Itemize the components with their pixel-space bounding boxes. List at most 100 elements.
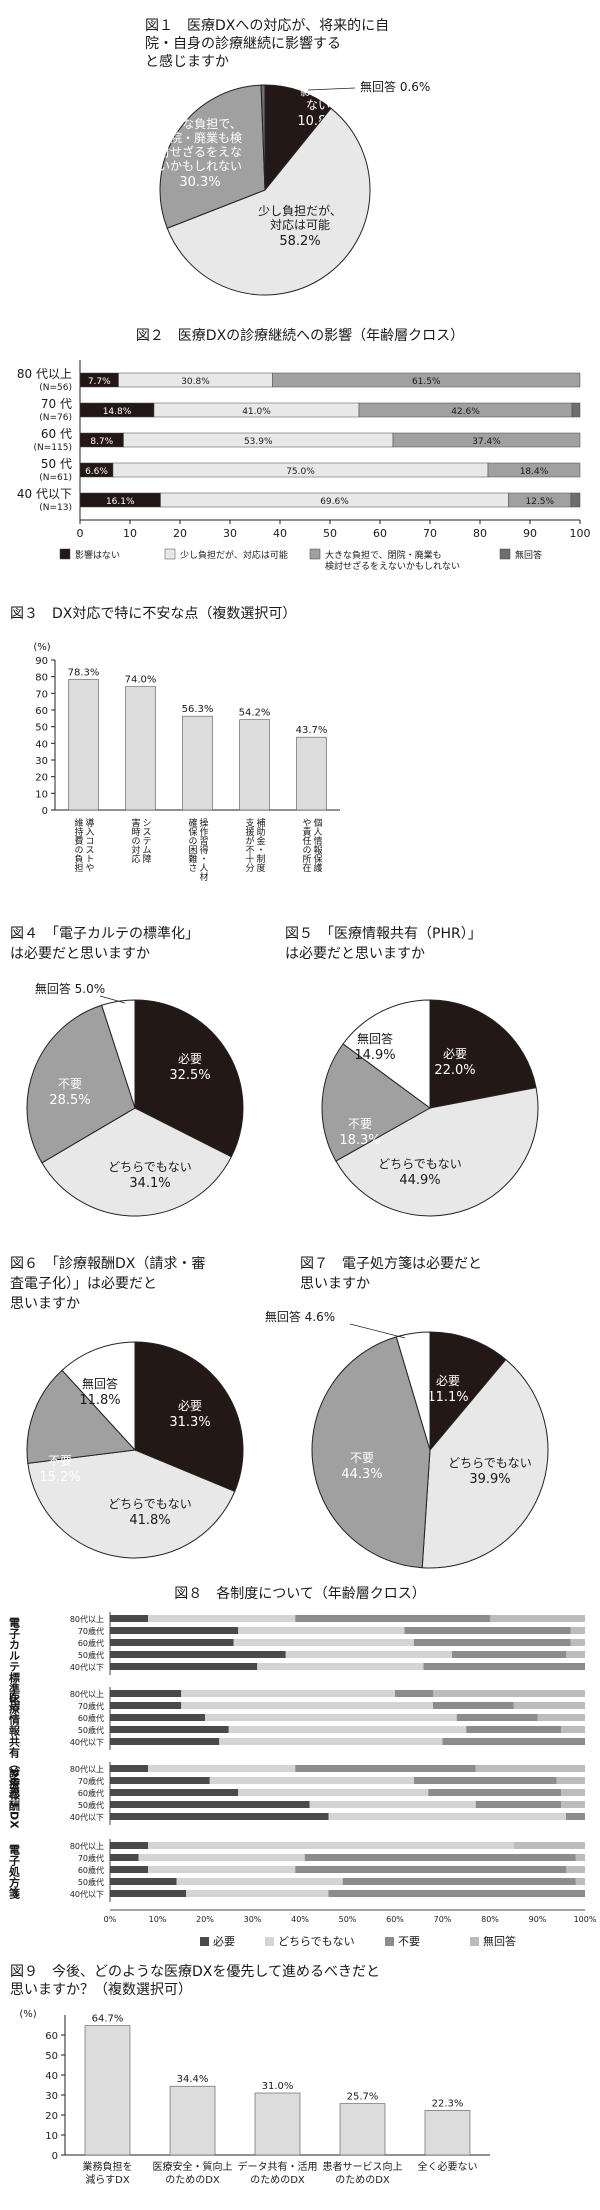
fig8-bar-segment — [566, 1866, 585, 1873]
fig9-bar-value-label: 31.0% — [262, 2081, 294, 2092]
fig8-bar-segment — [148, 1842, 514, 1849]
fig8-row-label: 80代以上 — [70, 1689, 104, 1699]
fig2-x-tick-label: 40 — [273, 527, 287, 540]
fig9-category-label: のためのDX — [165, 2174, 220, 2186]
fig8-bar-segment — [257, 1663, 424, 1670]
fig1-title: と感じますか — [145, 53, 229, 70]
fig3-y-tick-label: 20 — [35, 773, 48, 784]
fig8-title: 図８ 各制度について（年齢層クロス） — [174, 1586, 426, 1602]
fig3-category-label: 害時の対応 — [130, 817, 141, 864]
fig2-category-label: 60 代 — [41, 427, 72, 441]
fig8-bar-segment — [110, 1854, 139, 1861]
fig8-bar-segment — [110, 1789, 239, 1796]
fig8-x-tick-label: 80% — [481, 1915, 499, 1924]
fig9-bar-value-label: 25.7% — [347, 2092, 379, 2103]
fig8-bar-segment — [456, 1714, 538, 1721]
fig8-bar-segment — [209, 1777, 414, 1784]
fig3-y-tick-label: 70 — [35, 689, 48, 700]
fig9-bar — [169, 2085, 216, 2156]
fig8-row-label: 60歳代 — [78, 1865, 104, 1875]
fig8-row-label: 70歳代 — [78, 1776, 104, 1786]
fig3-category-label: 個人情報保護 — [312, 817, 323, 873]
fig8-bar-segment — [110, 1726, 229, 1733]
fig9-category-label: 患者サービス向上 — [323, 2160, 403, 2173]
fig8-row-label: 60歳代 — [78, 1788, 104, 1798]
fig7-value-1: 39.9% — [469, 1472, 510, 1487]
fig5-label-3: 無回答 — [357, 1031, 393, 1046]
fig3-category-label: 支援が不十分 — [244, 817, 255, 873]
fig8-bar-segment — [556, 1777, 585, 1784]
fig3-y-tick-label: 80 — [35, 673, 48, 684]
fig8-bar-segment — [148, 1866, 296, 1873]
fig8-group-label: 医療情報共有（PHR） — [8, 1692, 22, 1806]
fig6-value-1: 41.8% — [129, 1513, 170, 1528]
fig2-bar-value-label: 61.5% — [412, 377, 441, 387]
fig9-y-tick-label: 50 — [45, 2051, 58, 2062]
fig2-category-n: (N=61) — [39, 473, 72, 483]
fig8-bar-segment — [110, 1801, 310, 1808]
fig2-bar-segment — [571, 402, 581, 418]
fig8-bar-segment — [110, 1690, 182, 1697]
fig8-bar-segment — [148, 1765, 296, 1772]
fig2-x-tick-label: 10 — [123, 527, 137, 540]
fig9-category-label: 業務負担を — [83, 2160, 133, 2173]
fig8-row-label: 40代以下 — [70, 1662, 104, 1672]
fig2-x-tick-label: 80 — [473, 527, 487, 540]
fig8-x-tick-label: 90% — [529, 1915, 547, 1924]
fig4-fig5-pie-charts: 図４ 「電子カルテの標準化」は必要だと思いますか 図５ 「医療情報共有（PHR）」… — [10, 925, 539, 1217]
fig9-bar-value-label: 64.7% — [92, 2014, 124, 2025]
fig1-leader-3 — [307, 87, 356, 91]
fig2-x-tick-label: 100 — [570, 527, 591, 540]
fig8-bar-segment — [414, 1639, 571, 1646]
fig8-bar-segment — [433, 1702, 514, 1709]
fig9-category-label: 医療安全・質向上 — [153, 2160, 233, 2173]
fig2-legend-swatch — [309, 548, 321, 560]
fig8-row-label: 50歳代 — [78, 1877, 104, 1887]
fig2-x-tick-label: 20 — [173, 527, 187, 540]
fig2-x-tick-label: 70 — [423, 527, 437, 540]
fig3-category-label: システム障 — [141, 818, 152, 864]
fig3-bar — [125, 686, 156, 811]
fig9-bar — [254, 2092, 301, 2156]
fig4-title: は必要だと思いますか — [10, 946, 150, 962]
fig8-bar-segment — [342, 1878, 576, 1885]
fig8-x-tick-label: 60% — [386, 1915, 404, 1924]
fig8-bar-segment — [205, 1714, 457, 1721]
fig8-row-label: 80代以上 — [70, 1841, 104, 1851]
fig7-label-1: どちらでもない — [448, 1456, 532, 1470]
fig8-bar-segment — [414, 1777, 557, 1784]
fig8-bar-segment — [110, 1842, 148, 1849]
fig2-bar-value-label: 8.7% — [90, 437, 113, 447]
fig5-label-0: 必要 — [443, 1047, 467, 1061]
fig8-bar-segment — [219, 1738, 443, 1745]
fig8-bar-segment — [110, 1651, 286, 1658]
fig1-label-0: 影響は — [300, 83, 336, 98]
fig8-legend-label: 必要 — [213, 1935, 235, 1948]
fig9-bar-chart: 図９ 今後、どのような医療DXを優先して進めるべきだと思いますか？（複数選択可）… — [10, 1963, 490, 2186]
fig1-slice-3 — [260, 84, 266, 191]
fig2-category-n: (N=115) — [34, 443, 72, 453]
fig8-x-tick-label: 40% — [291, 1915, 309, 1924]
fig5-slice-0 — [429, 999, 537, 1109]
fig8-bar-segment — [304, 1854, 576, 1861]
fig8-bar-segment — [328, 1813, 566, 1820]
fig2-legend-swatch — [499, 548, 511, 560]
fig9-y-tick-label: 60 — [45, 2031, 58, 2042]
fig8-bar-segment — [138, 1854, 305, 1861]
fig3-category-label: 補助金・制度 — [255, 817, 266, 873]
fig8-bar-segment — [561, 1726, 585, 1733]
fig2-bar-value-label: 41.0% — [242, 407, 271, 417]
fig7-slice-3 — [395, 1331, 431, 1451]
fig3-title: 図３ DX対応で特に不安な点（複数選択可） — [10, 605, 296, 622]
fig8-bar-segment — [404, 1627, 571, 1634]
fig8-legend-label: 不要 — [398, 1935, 420, 1948]
fig2-category-label: 80 代以上 — [17, 367, 72, 381]
fig6-slice-3 — [61, 1341, 136, 1452]
fig3-y-tick-label: 90 — [35, 656, 48, 667]
fig1-label-2: 大きな負担で、 — [158, 117, 242, 131]
fig7-label-2: 不要 — [350, 1451, 374, 1465]
fig5-slice-2 — [321, 1043, 431, 1162]
fig8-bar-segment — [238, 1789, 429, 1796]
fig1-label-0: ない — [306, 98, 330, 112]
fig8-bar-segment — [110, 1663, 258, 1670]
